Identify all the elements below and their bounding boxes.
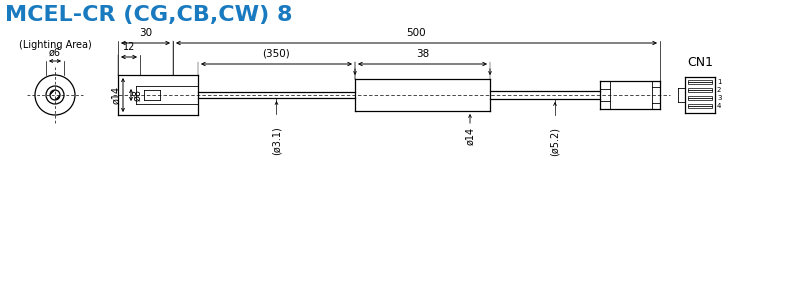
Text: (350): (350)	[262, 49, 290, 59]
Bar	[687, 104, 711, 108]
Text: 12: 12	[123, 42, 135, 52]
Text: 4: 4	[716, 103, 720, 109]
Text: 3: 3	[716, 95, 721, 101]
Text: 2: 2	[716, 87, 720, 93]
Bar	[687, 88, 711, 92]
Text: (ø3.1): (ø3.1)	[271, 126, 282, 155]
Bar	[687, 80, 711, 84]
Text: 30: 30	[139, 28, 152, 38]
Text: (ø5.2): (ø5.2)	[549, 127, 559, 156]
Text: 500: 500	[406, 28, 426, 38]
Text: ø14: ø14	[111, 86, 121, 104]
Text: MCEL-CR (CG,CB,CW) 8: MCEL-CR (CG,CB,CW) 8	[5, 5, 292, 25]
Text: ø14: ø14	[464, 127, 475, 145]
Text: ø8: ø8	[132, 89, 142, 101]
Text: ø6: ø6	[49, 48, 61, 58]
Text: 38: 38	[415, 49, 428, 59]
Text: 1: 1	[716, 79, 721, 85]
Text: (Lighting Area): (Lighting Area)	[18, 40, 91, 50]
Bar	[687, 96, 711, 100]
Text: CN1: CN1	[687, 56, 712, 69]
